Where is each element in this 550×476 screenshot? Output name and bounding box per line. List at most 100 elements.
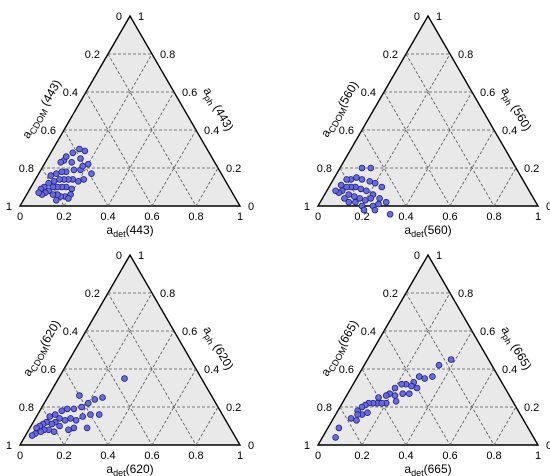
- left-tick-label: 0.2: [85, 288, 100, 300]
- data-point: [47, 172, 55, 179]
- right-tick-label: 1: [436, 11, 442, 23]
- bottom-axis-label-wavelength: (560): [424, 223, 452, 237]
- data-point: [363, 187, 370, 195]
- data-point: [367, 164, 375, 172]
- data-point: [56, 422, 63, 430]
- data-point: [429, 373, 436, 380]
- left-tick-label: 1: [6, 201, 12, 213]
- grid-line: [85, 330, 153, 446]
- data-point: [382, 392, 390, 399]
- data-point: [70, 166, 78, 174]
- data-point: [353, 416, 360, 424]
- bottom-axis-label: adet(620): [106, 462, 153, 476]
- data-point: [405, 390, 413, 398]
- data-point: [61, 416, 69, 424]
- data-point: [52, 197, 60, 204]
- data-point: [72, 416, 80, 424]
- data-point: [84, 160, 92, 168]
- left-tick-label: 0.4: [63, 326, 78, 338]
- right-axis-label-subscript: ph: [202, 332, 216, 346]
- data-point: [357, 185, 365, 193]
- ternary-panel-4: 0 0.2 0.4 0.6 0.8 1 1 0.8 0.6 0.4 0.2 0 0 0.2 0.4 0.6 0.…: [304, 250, 550, 476]
- left-tick-label: 0: [116, 250, 122, 262]
- bottom-axis-label-subscript: det: [113, 468, 126, 476]
- grid-line: [195, 167, 219, 207]
- bottom-tick-label: 0.6: [144, 211, 159, 223]
- bottom-tick-label: 0.8: [188, 450, 203, 462]
- data-point: [62, 153, 70, 160]
- right-tick-label: 0.6: [182, 326, 197, 338]
- bottom-axis-label-symbol: a: [106, 223, 113, 237]
- bottom-tick-label: 0.4: [398, 211, 413, 223]
- data-point: [99, 394, 106, 401]
- data-point: [360, 206, 368, 214]
- right-tick-label: 0.2: [226, 163, 241, 175]
- data-point: [378, 399, 386, 407]
- right-axis-label-subscript: ph: [500, 93, 514, 107]
- data-point: [375, 394, 382, 401]
- right-tick-label: 1: [138, 250, 144, 262]
- data-point: [78, 403, 85, 411]
- bottom-axis-label-wavelength: (443): [126, 223, 154, 237]
- bottom-tick-label: 1: [535, 450, 541, 462]
- bottom-tick-label: 0.6: [144, 450, 159, 462]
- grid-line: [63, 292, 153, 446]
- bottom-tick-label: 0: [315, 450, 321, 462]
- left-tick-label: 0.8: [19, 402, 34, 414]
- data-point: [70, 424, 78, 432]
- data-point: [367, 195, 375, 202]
- data-point: [421, 375, 429, 382]
- data-point: [343, 176, 350, 183]
- data-point: [79, 162, 86, 170]
- data-point: [376, 195, 383, 202]
- data-point: [83, 424, 91, 432]
- data-point: [87, 411, 94, 418]
- data-point: [352, 198, 359, 206]
- right-tick-label: 1: [436, 250, 442, 262]
- left-tick-label: 0: [414, 11, 420, 23]
- right-tick-label: 0.2: [524, 163, 539, 175]
- bottom-axis-label-subscript: det: [113, 229, 126, 239]
- data-point: [382, 198, 390, 206]
- data-point: [57, 159, 64, 166]
- left-tick-label: 1: [6, 440, 12, 452]
- left-tick-label: 0.6: [41, 125, 56, 137]
- bottom-tick-label: 0: [17, 211, 23, 223]
- left-tick-label: 0.2: [85, 49, 100, 61]
- data-point: [58, 168, 66, 176]
- data-point: [399, 390, 407, 398]
- grid-line: [107, 91, 175, 207]
- bottom-tick-label: 0: [315, 211, 321, 223]
- right-tick-label: 0.8: [458, 288, 473, 300]
- bottom-axis-label: adet(560): [404, 223, 451, 239]
- grid-line: [339, 406, 363, 446]
- bottom-axis-label-wavelength: (665): [424, 462, 452, 476]
- grid-line: [361, 53, 451, 207]
- data-point: [65, 426, 72, 434]
- data-point: [33, 424, 40, 432]
- data-point: [364, 409, 371, 417]
- data-point: [76, 392, 83, 399]
- data-point: [48, 420, 56, 428]
- data-point: [28, 432, 36, 439]
- data-point: [46, 413, 53, 420]
- left-axis-label-wavelength: (665): [335, 318, 361, 349]
- data-point: [332, 187, 339, 195]
- bottom-tick-label: 1: [237, 450, 243, 462]
- left-tick-label: 0.2: [383, 288, 398, 300]
- data-point: [353, 174, 360, 181]
- data-point: [50, 428, 58, 436]
- data-point: [56, 176, 63, 183]
- data-point: [56, 415, 63, 422]
- bottom-tick-label: 0.2: [56, 450, 71, 462]
- data-point: [392, 397, 400, 405]
- data-point: [354, 411, 361, 418]
- right-tick-label: 0: [248, 201, 254, 213]
- data-point: [64, 405, 71, 413]
- data-point: [391, 384, 399, 392]
- ternary-panel-2: 0 0.2 0.4 0.6 0.8 1 1 0.8 0.6 0.4 0.2 0 0 0.2 0.4 0.6 0.…: [304, 11, 550, 239]
- left-axis-label-wavelength: (443): [36, 77, 64, 111]
- bottom-axis-label-symbol: a: [106, 462, 113, 476]
- left-axis-label-wavelength: (560): [335, 79, 361, 110]
- bottom-axis-label: adet(443): [106, 223, 153, 239]
